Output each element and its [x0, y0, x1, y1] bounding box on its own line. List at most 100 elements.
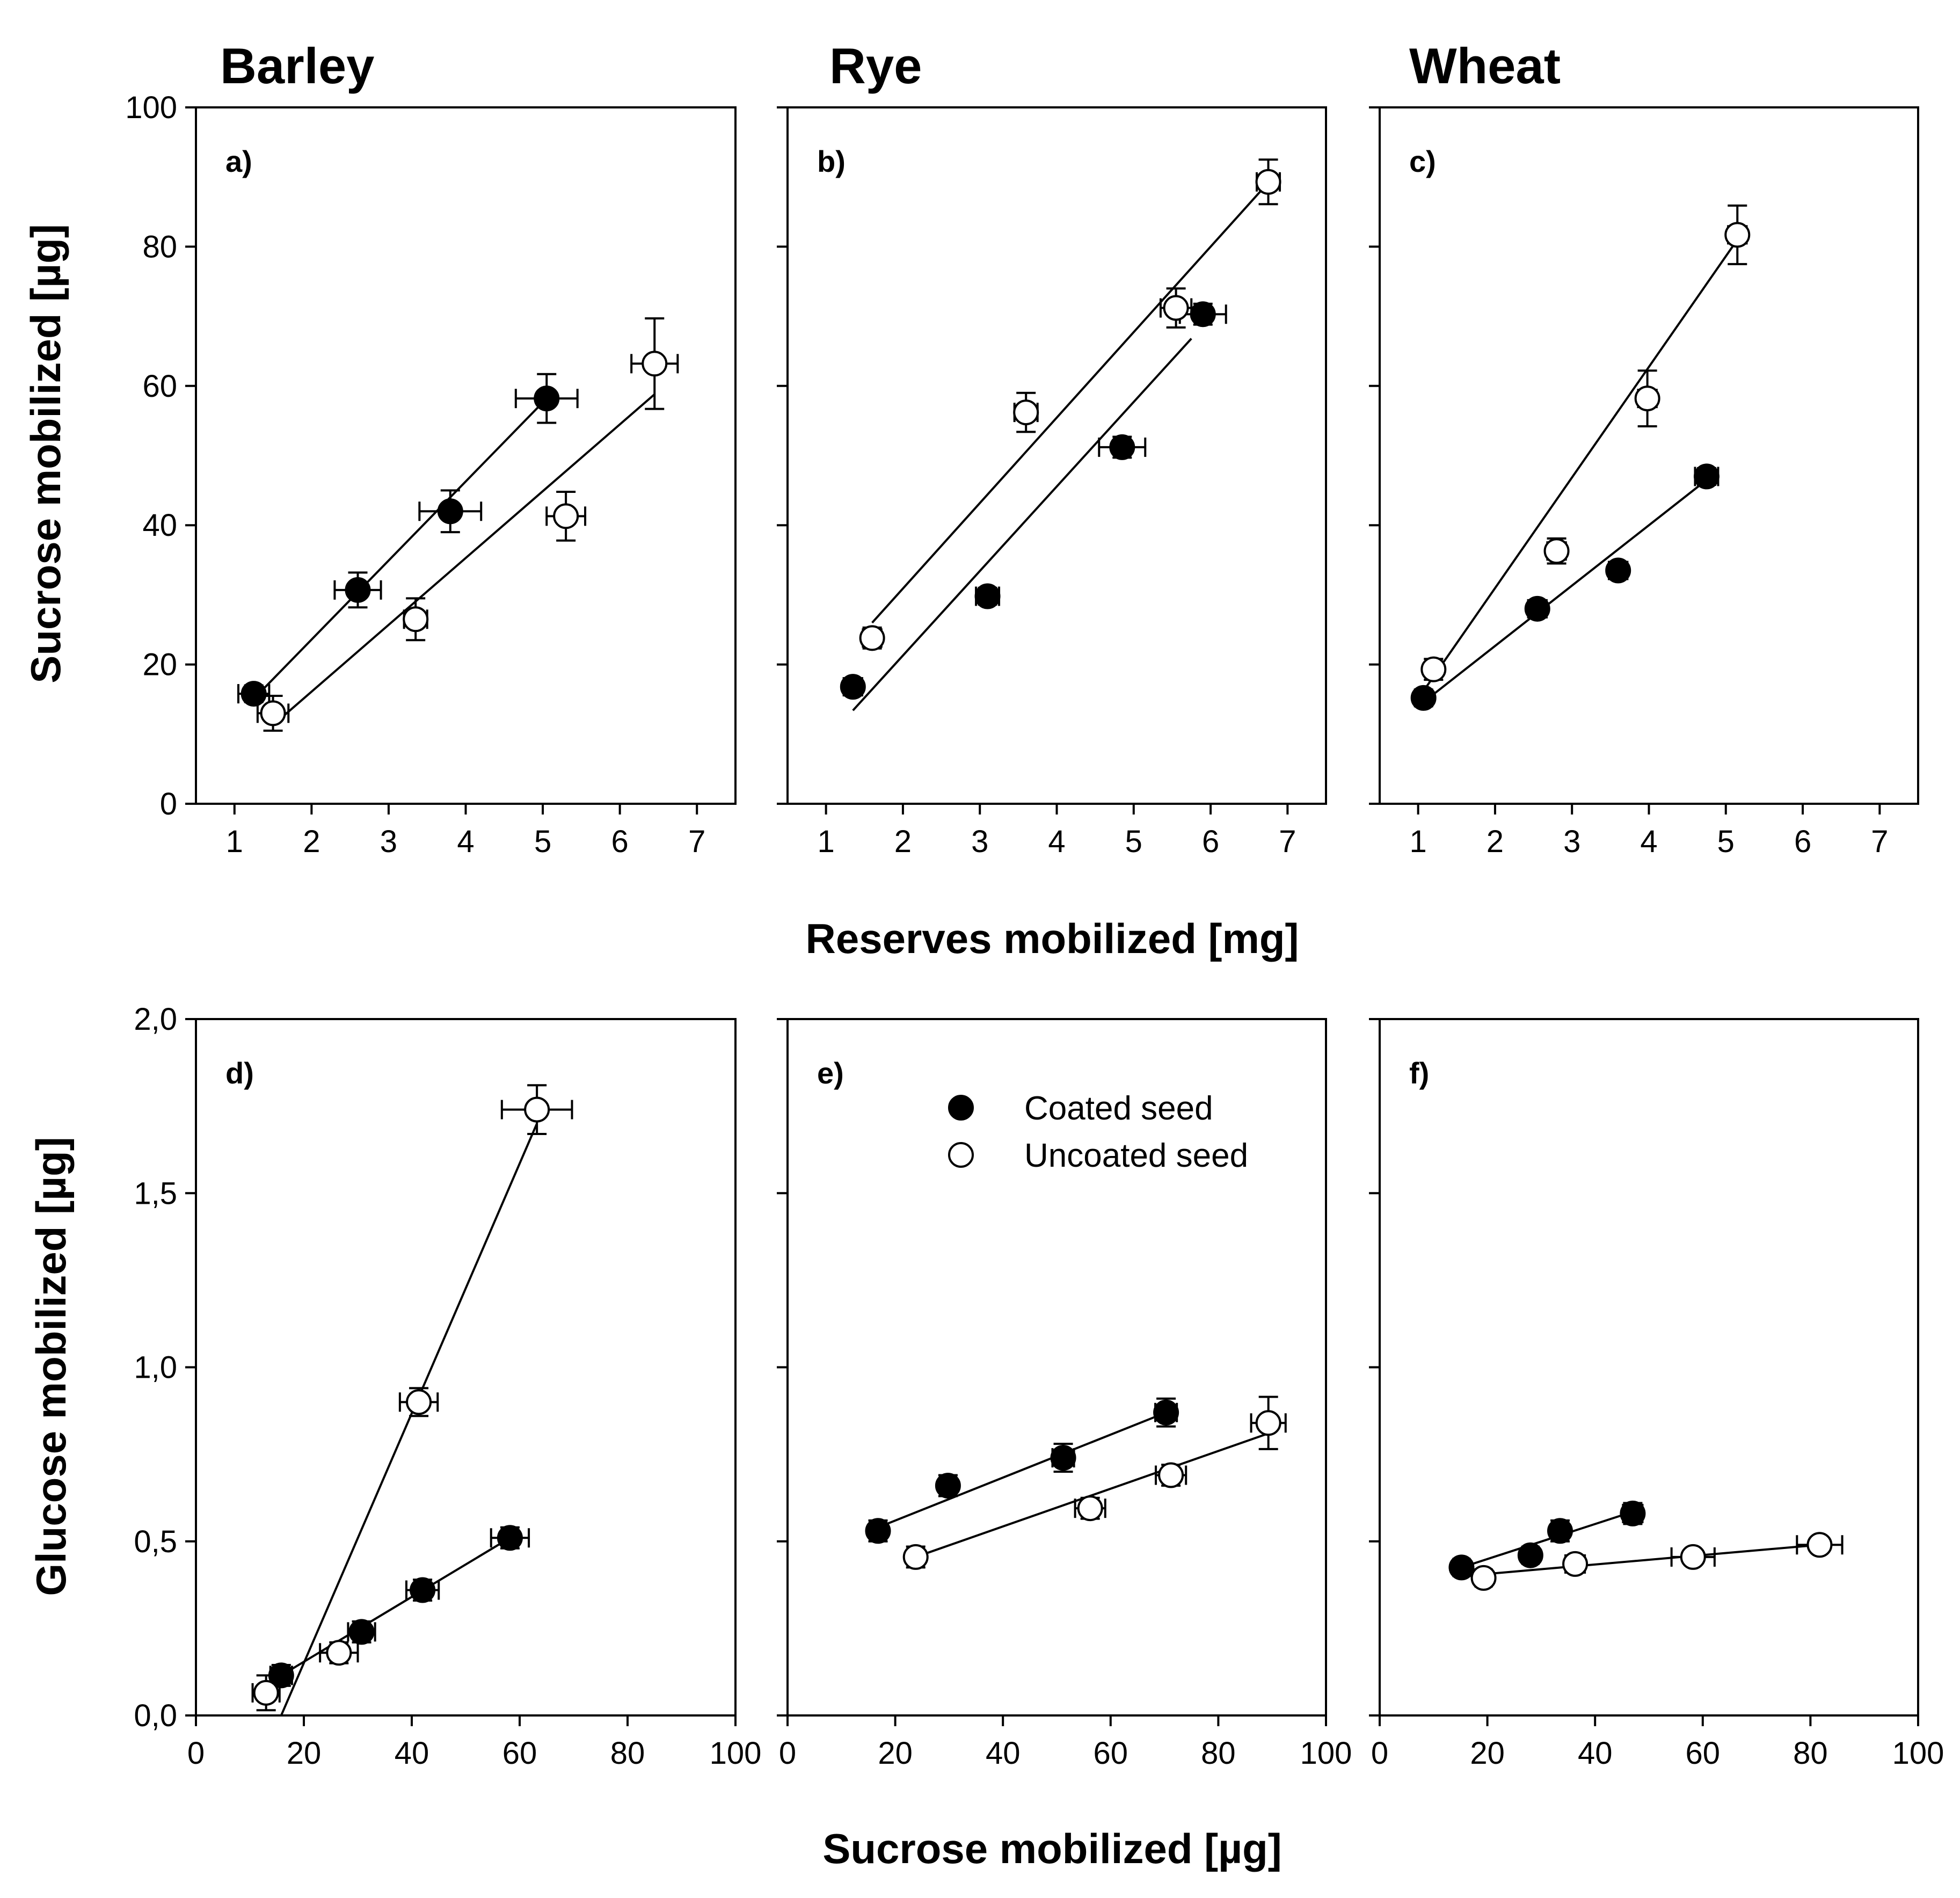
data-point-uncoated: [1255, 169, 1281, 195]
data-point-uncoated: [642, 351, 668, 377]
plot-frame: [195, 1018, 737, 1717]
data-point-coated: [437, 498, 463, 525]
data-point-uncoated: [326, 1640, 352, 1666]
x-tick-label: 7: [688, 824, 705, 859]
x-tick-label: 100: [1300, 1736, 1352, 1771]
data-point-uncoated: [403, 606, 429, 632]
x-tick-label: 20: [287, 1736, 322, 1771]
legend-marker-coated: [948, 1095, 974, 1121]
x-tick-label: 3: [380, 824, 397, 859]
y-tick-label: 2,0: [134, 1002, 177, 1037]
plot-frame: [195, 106, 737, 805]
x-tick-label: 0: [779, 1736, 796, 1771]
plot-frame: [786, 106, 1327, 805]
x-tick-label: 40: [986, 1736, 1021, 1771]
panel-label: c): [1409, 144, 1436, 178]
data-point-uncoated: [1158, 1462, 1184, 1488]
y-axis-label-top: Sucrose mobilized [µg]: [22, 224, 69, 683]
fit-line-uncoated: [272, 393, 655, 726]
fit-line-coated: [1423, 479, 1708, 703]
fit-line-coated: [280, 1537, 511, 1677]
data-point-uncoated: [1680, 1544, 1706, 1570]
data-point-uncoated: [1562, 1551, 1589, 1577]
y-tick-label: 100: [125, 90, 177, 125]
x-tick-label: 20: [878, 1736, 913, 1771]
plot-frame: [1379, 1018, 1919, 1717]
data-point-uncoated: [1724, 222, 1751, 248]
fit-line-coated: [1461, 1510, 1634, 1569]
x-tick-label: 0: [1371, 1736, 1388, 1771]
panel-label: a): [225, 144, 252, 178]
data-point-coated: [840, 674, 866, 700]
data-point-coated: [1605, 557, 1631, 584]
x-tick-label: 4: [1048, 824, 1065, 859]
data-point-coated: [497, 1525, 523, 1551]
panel-b: 1 2 3 4 5 6 7 b): [777, 106, 1327, 859]
fit-line-uncoated: [871, 181, 1270, 624]
x-tick-label: 5: [534, 824, 551, 859]
x-tick-label: 100: [1892, 1736, 1944, 1771]
data-point-uncoated: [1543, 538, 1570, 564]
x-tick-label: 80: [1793, 1736, 1828, 1771]
x-tick-label: 6: [1794, 824, 1811, 859]
x-tick-label: 5: [1125, 824, 1142, 859]
x-tick-label: 20: [1470, 1736, 1505, 1771]
data-point-uncoated: [253, 1679, 279, 1706]
x-tick-label: 7: [1871, 824, 1888, 859]
y-tick-label: 1,5: [134, 1176, 177, 1211]
fit-line-uncoated: [1423, 239, 1738, 692]
data-point-coated: [935, 1472, 961, 1499]
panel-label: f): [1409, 1056, 1429, 1090]
data-point-coated: [1693, 463, 1719, 490]
column-title-rye: Rye: [829, 38, 922, 94]
panel-f: 0 20 40 60 80 100 f): [1369, 1018, 1944, 1771]
data-point-coated: [1109, 434, 1135, 460]
data-point-coated: [345, 577, 371, 603]
x-tick-label: 4: [457, 824, 474, 859]
fit-line-uncoated: [280, 1123, 538, 1716]
x-tick-label: 5: [1717, 824, 1735, 859]
y-tick-label: 20: [142, 648, 177, 682]
x-tick-label: 40: [1578, 1736, 1613, 1771]
data-point-coated: [1190, 301, 1216, 328]
panel-e: 0 20 40 60 80 100 e): [777, 1018, 1352, 1771]
fit-line-coated: [249, 397, 548, 704]
panel-label: b): [817, 144, 846, 178]
data-point-coated: [348, 1619, 375, 1645]
panels: 1 2 3 4 5 6 7 0 20 40 60 80 100 a) 1 2 3 4 5 6 7 b) 1 2 3 4 5 6 7 c) 0…: [125, 90, 1944, 1771]
data-point-uncoated: [902, 1544, 929, 1570]
panel-a: 1 2 3 4 5 6 7 0 20 40 60 80 100 a): [125, 90, 737, 859]
y-tick-label: 60: [142, 369, 177, 404]
data-point-uncoated: [1077, 1495, 1103, 1522]
data-point-uncoated: [1420, 656, 1447, 682]
panel-d: 0 20 40 60 80 100 0,0 0,5 1,0 1,5 2,0 d): [134, 1002, 761, 1771]
data-point-uncoated: [553, 503, 579, 529]
x-tick-label: 3: [1563, 824, 1580, 859]
panel-label: e): [817, 1056, 844, 1090]
data-point-uncoated: [859, 625, 885, 651]
data-point-coated: [865, 1518, 891, 1544]
legend-marker-uncoated: [948, 1142, 974, 1168]
x-tick-label: 2: [303, 824, 320, 859]
fit-line-uncoated: [915, 1432, 1269, 1558]
data-point-coated: [1050, 1445, 1076, 1471]
y-tick-label: 80: [142, 229, 177, 264]
x-tick-label: 1: [226, 824, 243, 859]
y-axis-label-bottom: Glucose mobilized [µg]: [27, 1137, 75, 1596]
x-tick-label: 60: [1094, 1736, 1128, 1771]
data-point-uncoated: [406, 1389, 432, 1415]
panel-label: d): [225, 1056, 254, 1090]
data-point-coated: [1517, 1542, 1543, 1568]
panel-c: 1 2 3 4 5 6 7 c): [1369, 106, 1919, 859]
data-point-coated: [241, 681, 267, 707]
data-point-coated: [1410, 685, 1437, 711]
data-point-uncoated: [1013, 399, 1039, 426]
y-tick-label: 0: [160, 787, 177, 821]
fit-line-coated: [852, 338, 1192, 711]
x-tick-label: 100: [710, 1736, 762, 1771]
x-tick-label: 0: [187, 1736, 205, 1771]
legend-label-uncoated: Uncoated seed: [1024, 1137, 1248, 1174]
column-title-wheat: Wheat: [1409, 38, 1561, 94]
x-tick-label: 40: [395, 1736, 429, 1771]
